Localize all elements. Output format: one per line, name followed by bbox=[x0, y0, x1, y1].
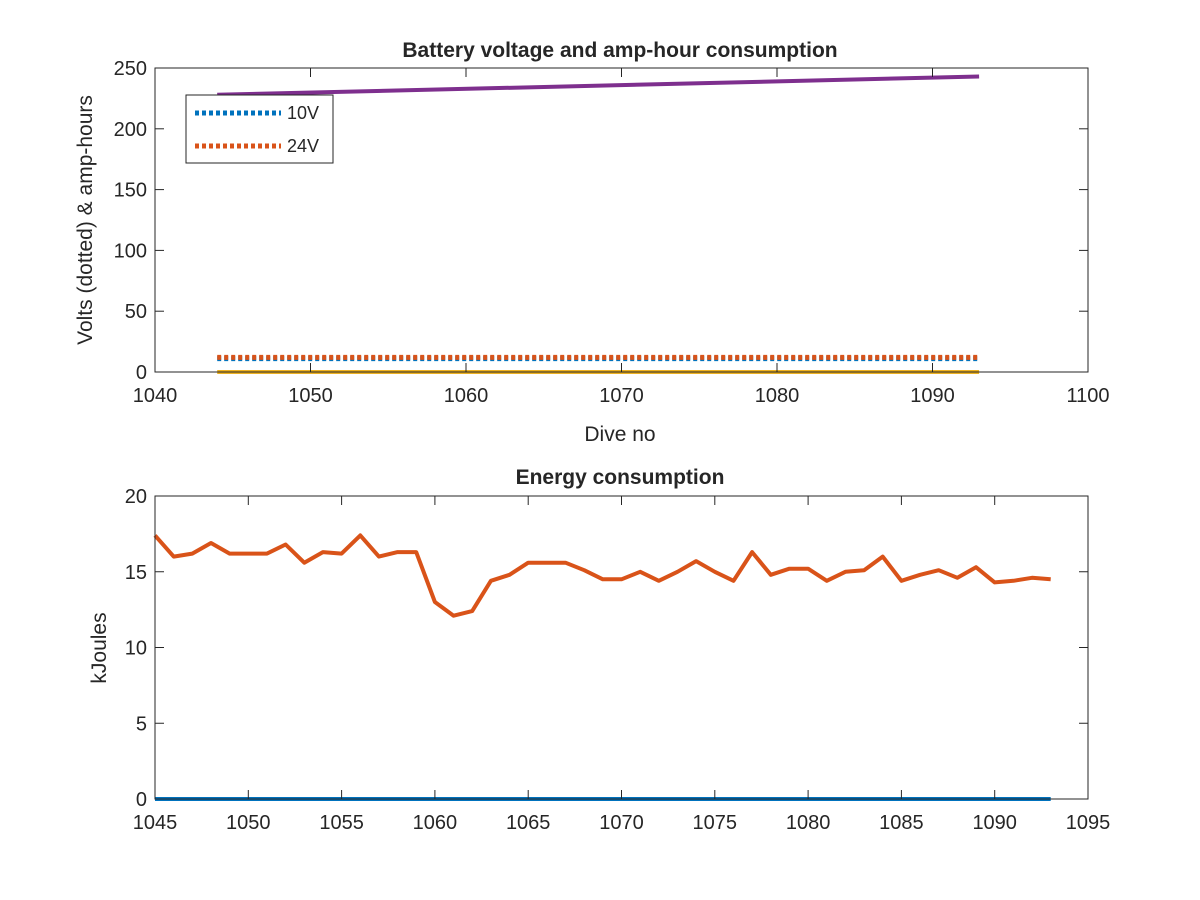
plot2-ytick-label: 15 bbox=[125, 562, 147, 584]
plot2-xtick-label: 1085 bbox=[879, 812, 924, 834]
plot1-ytick-label: 200 bbox=[114, 119, 147, 141]
plot2-ytick-label: 10 bbox=[125, 638, 147, 660]
plot2-ytick-label: 20 bbox=[125, 486, 147, 508]
plot1-ytick-label: 50 bbox=[125, 301, 147, 323]
plot1-xtick-label: 1070 bbox=[599, 385, 644, 407]
plot1-ytick-label: 100 bbox=[114, 240, 147, 262]
plot2-title: Energy consumption bbox=[516, 466, 725, 489]
plot2-xtick-label: 1045 bbox=[133, 812, 178, 834]
plot2-xtick-label: 1080 bbox=[786, 812, 831, 834]
plot2-xtick-label: 1060 bbox=[413, 812, 458, 834]
plot1-ytick-label: 150 bbox=[114, 180, 147, 202]
legend-label-24v: 24V bbox=[287, 136, 319, 156]
plot2-xtick-label: 1095 bbox=[1066, 812, 1111, 834]
plot2-xtick-label: 1050 bbox=[226, 812, 271, 834]
plot1-xlabel: Dive no bbox=[584, 423, 655, 446]
plot2-xtick-label: 1090 bbox=[972, 812, 1017, 834]
plot2-xtick-label: 1075 bbox=[693, 812, 738, 834]
plot2-series-line-0 bbox=[153, 533, 1051, 618]
plot2-ytick-label: 5 bbox=[136, 713, 147, 735]
plot1-xtick-label: 1040 bbox=[133, 385, 178, 407]
plot2-xtick-label: 1055 bbox=[319, 812, 364, 834]
plot2-xtick-label: 1065 bbox=[506, 812, 551, 834]
plot1-legend: 10V 24V bbox=[185, 94, 334, 164]
energy-consumption-plot: Energy consumption 1045 1050 1055 1060 1065 1… bbox=[88, 466, 1110, 834]
plot1-ytick-label: 250 bbox=[114, 58, 147, 80]
legend-label-10v: 10V bbox=[287, 103, 319, 123]
plot2-ytick-label: 0 bbox=[136, 789, 147, 811]
plot1-series-line-3 bbox=[217, 74, 980, 97]
plot1-ytick-label: 0 bbox=[136, 362, 147, 384]
plot1-ylabel: Volts (dotted) & amp-hours bbox=[74, 95, 97, 345]
plot2-ylabel: kJoules bbox=[88, 612, 111, 683]
plot1-ticks: 1040 1050 1060 1070 1080 1090 1100 0 50 100 150 200… bbox=[114, 58, 1110, 407]
plot1-xtick-label: 1080 bbox=[755, 385, 800, 407]
plot1-xtick-label: 1050 bbox=[288, 385, 333, 407]
plot2-xtick-label: 1070 bbox=[599, 812, 644, 834]
plot1-xtick-label: 1090 bbox=[910, 385, 955, 407]
plot1-title: Battery voltage and amp-hour consumption bbox=[402, 39, 837, 62]
legend-box bbox=[185, 94, 334, 164]
plot1-xtick-label: 1060 bbox=[444, 385, 489, 407]
plot2-ticks: 1045 1050 1055 1060 1065 1070 1075 1080 1085 1090… bbox=[125, 486, 1111, 834]
plot1-xtick-label: 1100 bbox=[1066, 385, 1109, 407]
